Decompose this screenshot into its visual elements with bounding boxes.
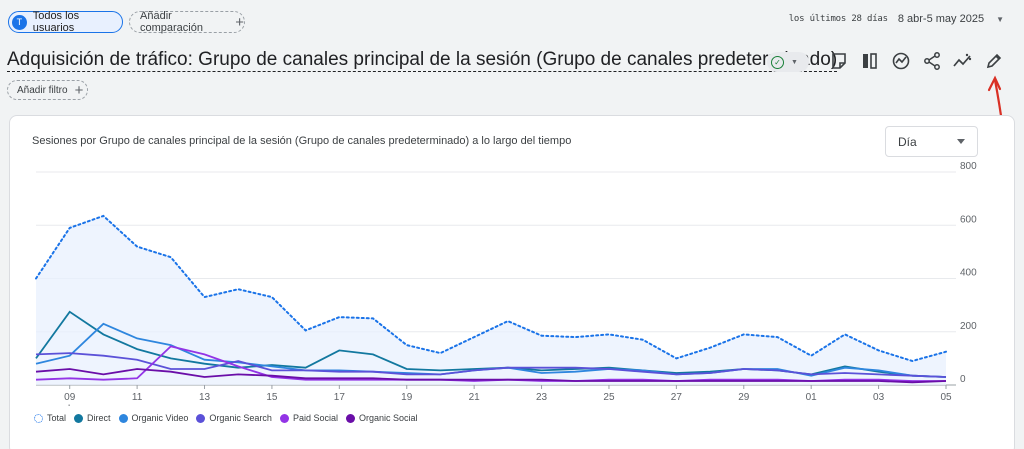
legend-label: Organic Social	[358, 413, 418, 423]
legend-swatch	[345, 413, 355, 423]
x-tick-label: 01	[806, 392, 818, 403]
chart-legend: Total Direct Organic Video Organic Search Pa…	[34, 413, 426, 423]
x-tick-label: 25	[603, 392, 615, 403]
top-bar: T Todos los usuarios Añadir comparación …	[0, 0, 1024, 44]
date-range-prefix: los últimos 28 días	[788, 14, 888, 24]
add-comparison-label: Añadir comparación	[140, 10, 203, 34]
legend-item[interactable]: Direct	[74, 413, 111, 423]
x-tick-label: 19	[401, 392, 413, 403]
x-tick-label: 09	[64, 392, 76, 403]
dropdown-arrow-icon	[957, 139, 965, 144]
legend-item[interactable]: Paid Social	[279, 413, 338, 423]
report-status-chip[interactable]: ✓ ▼	[767, 52, 809, 72]
page-title[interactable]: Adquisición de tráfico: Grupo de canales…	[7, 49, 838, 72]
compare-columns-icon[interactable]	[860, 51, 880, 71]
legend-swatch	[279, 413, 289, 423]
chevron-down-icon: ▼	[996, 14, 1004, 24]
plus-icon: +	[235, 13, 244, 31]
x-tick-sublabel: abr	[62, 404, 77, 406]
x-tick-label: 05	[940, 392, 952, 403]
plus-icon: +	[74, 81, 84, 99]
edit-pencil-icon[interactable]	[984, 51, 1004, 71]
x-tick-label: 13	[199, 392, 211, 403]
x-tick-label: 21	[469, 392, 481, 403]
y-tick-label: 400	[960, 268, 977, 279]
y-tick-label: 200	[960, 321, 977, 332]
legend-swatch	[34, 413, 43, 423]
legend-label: Paid Social	[292, 413, 338, 423]
add-filter-label: Añadir filtro	[17, 84, 68, 96]
share-icon[interactable]	[922, 51, 942, 71]
legend-label: Organic Search	[209, 413, 272, 423]
x-tick-label: 29	[738, 392, 750, 403]
x-tick-label: 23	[536, 392, 548, 403]
notes-icon[interactable]	[829, 51, 849, 71]
insights-icon[interactable]	[891, 51, 911, 71]
y-tick-label: 800	[960, 161, 977, 172]
x-tick-label: 27	[671, 392, 683, 403]
legend-item[interactable]: Organic Social	[345, 413, 418, 423]
granularity-value: Día	[898, 134, 917, 149]
series-line-total	[35, 214, 947, 363]
trend-icon[interactable]	[952, 51, 972, 71]
chart-title: Sesiones por Grupo de canales principal …	[32, 135, 572, 147]
legend-label: Direct	[87, 413, 111, 423]
y-tick-label: 600	[960, 214, 977, 225]
x-tick-label: 11	[132, 392, 143, 403]
x-tick-sublabel: may	[802, 404, 821, 406]
legend-swatch	[196, 413, 206, 423]
series-line-organic-social	[35, 368, 947, 384]
chevron-down-icon: ▼	[791, 58, 798, 66]
add-comparison-button[interactable]: Añadir comparación +	[129, 10, 245, 34]
legend-item[interactable]: Organic Video	[118, 413, 189, 423]
date-range-picker[interactable]: los últimos 28 días 8 abr-5 may 2025 ▼	[789, 13, 1004, 25]
segment-avatar: T	[12, 14, 27, 30]
date-range-value: 8 abr-5 may 2025	[897, 13, 985, 25]
legend-item[interactable]: Total	[34, 413, 66, 423]
x-tick-label: 17	[334, 392, 346, 403]
chart-card: Sesiones por Grupo de canales principal …	[9, 115, 1015, 449]
legend-label: Total	[47, 413, 67, 423]
legend-label: Organic Video	[131, 413, 189, 423]
add-filter-button[interactable]: Añadir filtro +	[7, 80, 88, 100]
check-circle-icon: ✓	[771, 55, 784, 69]
y-tick-label: 0	[960, 374, 966, 385]
granularity-select[interactable]: Día	[885, 126, 978, 157]
segment-label: Todos los usuarios	[32, 10, 80, 34]
series-area-total	[36, 215, 946, 385]
x-tick-label: 03	[873, 392, 885, 403]
segment-chip[interactable]: T Todos los usuarios	[8, 10, 123, 34]
legend-item[interactable]: Organic Search	[196, 413, 272, 423]
series-line-organic-search	[35, 352, 947, 378]
line-chart[interactable]: 800 600 400 200 0 09abr 11 13 15 17 19 21 23 25 27 29 01…	[10, 116, 1014, 406]
legend-swatch	[74, 413, 84, 423]
legend-swatch	[118, 413, 128, 423]
x-tick-label: 15	[266, 392, 278, 403]
